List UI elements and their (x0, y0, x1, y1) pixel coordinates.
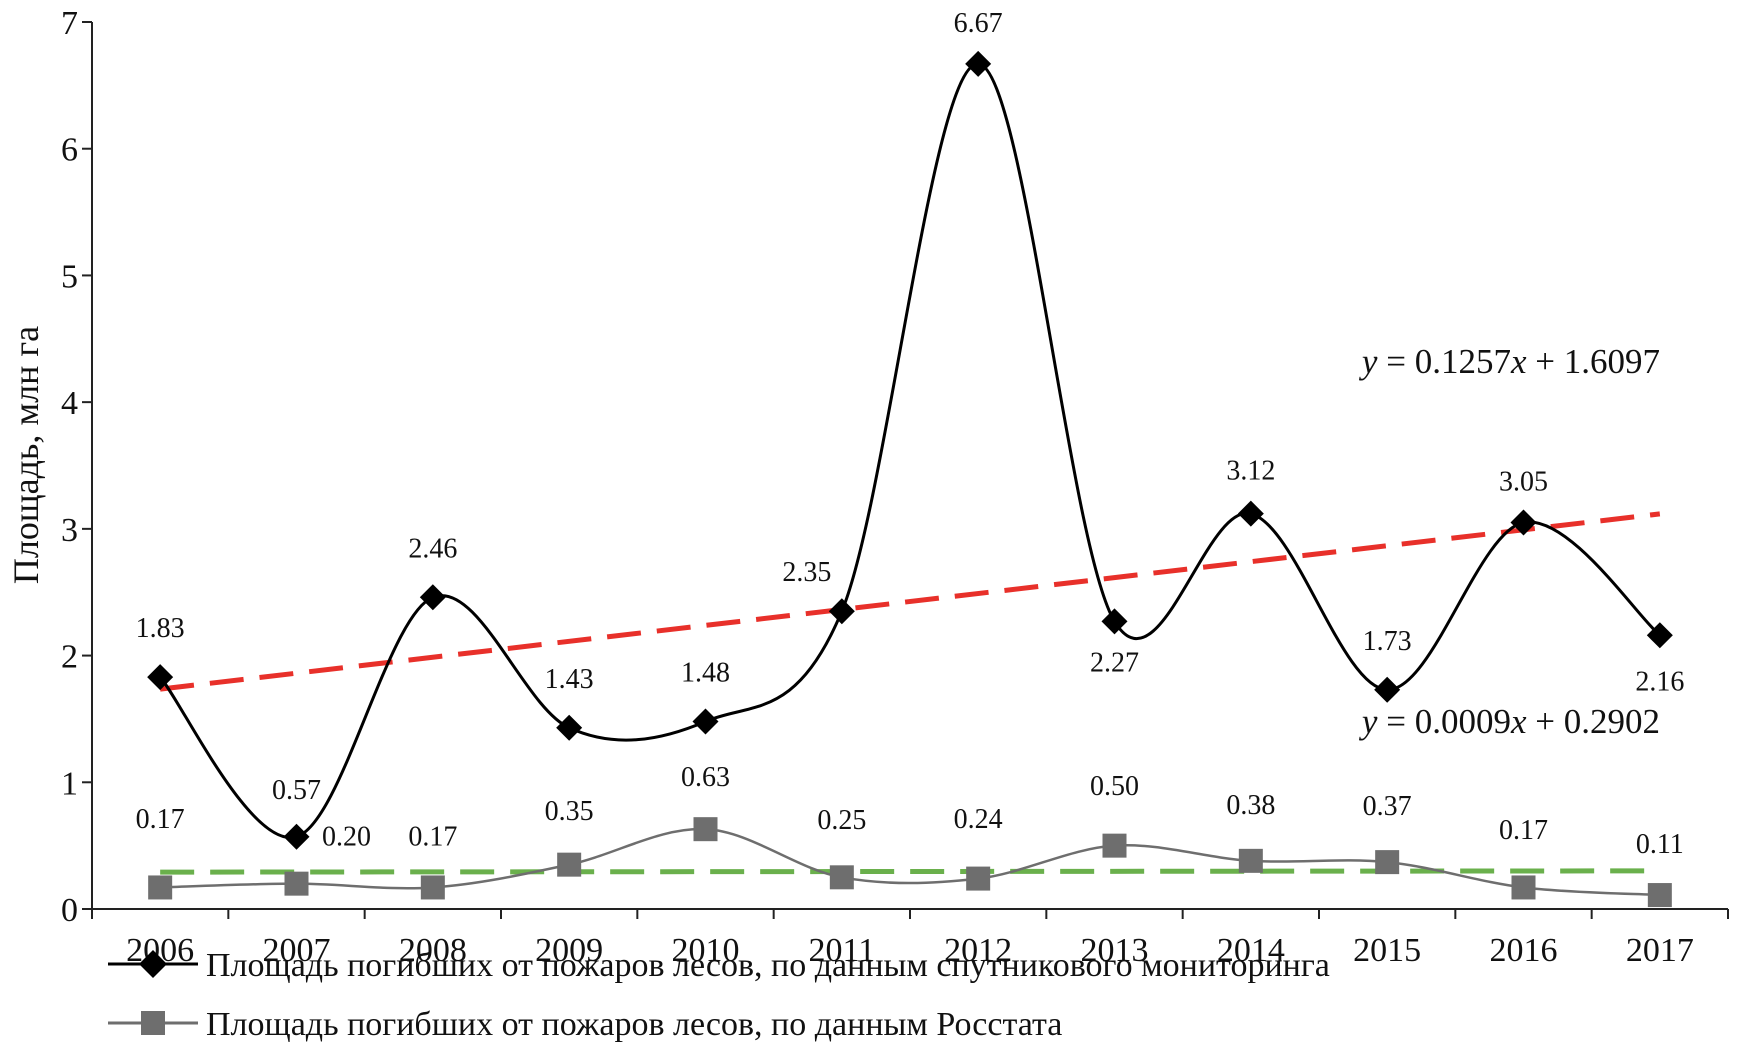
equation-intercept: + 0.2902 (1527, 702, 1661, 741)
series-1-data-label: 1.48 (681, 657, 730, 688)
series-1-data-label: 1.83 (136, 613, 185, 644)
y-tick-label: 7 (61, 5, 78, 42)
series-1-data-label: 1.73 (1363, 626, 1412, 657)
series-2-data-label: 0.37 (1363, 791, 1412, 822)
series-1-data-label: 2.35 (782, 557, 831, 588)
series-2-square-point (284, 871, 309, 896)
series-1-diamond-point (283, 823, 310, 850)
series-2-data-label: 0.24 (954, 804, 1003, 835)
series-1-data-label: 2.16 (1635, 666, 1684, 697)
y-tick-label: 6 (61, 132, 78, 169)
legend-diamond-icon (139, 950, 167, 978)
series-1-diamond-point (419, 584, 446, 611)
series-1-data-label: 0.57 (272, 775, 321, 806)
series-1-diamond-point (1646, 622, 1673, 649)
series-1-diamond-point (1510, 509, 1537, 536)
x-tick-label: 2007 (263, 932, 331, 969)
series-2-square-point (1375, 850, 1400, 875)
equation-slope: = 0.0009 (1377, 702, 1511, 741)
series-2-square-point (1102, 833, 1127, 858)
equation-slope: = 0.1257 (1377, 342, 1511, 381)
legend-label-2: Площадь погибших от пожаров лесов, по да… (206, 1006, 1062, 1043)
series-2-data-label: 0.50 (1090, 771, 1139, 802)
y-tick-label: 3 (61, 512, 78, 549)
series-2-square-point (557, 852, 582, 877)
series-2-square-point (693, 817, 718, 842)
series-2-data-label: 0.25 (817, 805, 866, 836)
series-1-data-label: 3.05 (1499, 467, 1548, 498)
x-tick-label: 2012 (944, 932, 1012, 969)
series-2-square-point (1647, 883, 1672, 908)
x-tick-label: 2008 (399, 932, 467, 969)
series-1-data-label: 6.67 (954, 8, 1003, 39)
series-2-line (160, 827, 1660, 897)
series-2-square-point (966, 866, 991, 891)
series-2-square-point (420, 875, 445, 900)
series-2-data-label: 0.11 (1636, 829, 1684, 860)
y-tick-label: 5 (61, 258, 78, 295)
series-1-diamond-point (1101, 608, 1128, 635)
equation-y-var: y (1359, 342, 1378, 381)
series-1-diamond-point (147, 664, 174, 691)
trendline-2-equation: y = 0.0009x + 0.2902 (1359, 702, 1660, 741)
series-1-diamond-point (556, 714, 583, 741)
y-tick-label: 1 (61, 765, 78, 802)
legend-label-1: Площадь погибших от пожаров лесов, по да… (206, 947, 1330, 984)
series-2-data-label: 0.38 (1226, 790, 1275, 821)
equation-x-var: x (1510, 702, 1527, 741)
series-2-data-label: 0.17 (136, 804, 185, 835)
series-1-diamond-point (1237, 500, 1264, 527)
series-1-diamond-point (828, 598, 855, 625)
series-2-square-point (148, 875, 173, 900)
series-1-data-label: 2.27 (1090, 647, 1139, 678)
y-tick-label: 0 (61, 892, 78, 929)
equation-y-var: y (1359, 702, 1378, 741)
series-1-diamond-point (1374, 676, 1401, 703)
x-tick-label: 2014 (1217, 932, 1285, 969)
x-tick-label: 2010 (672, 932, 740, 969)
x-tick-label: 2016 (1490, 932, 1558, 969)
series-2-data-label: 0.17 (408, 822, 457, 853)
series-2-data-label: 0.63 (681, 762, 730, 793)
series-1-diamond-point (692, 708, 719, 735)
x-tick-label: 2013 (1081, 932, 1149, 969)
series-2-data-label: 0.17 (1499, 815, 1548, 846)
series-2-data-label: 0.20 (322, 822, 371, 853)
x-tick-label: 2011 (808, 932, 875, 969)
trendline-1-equation: y = 0.1257x + 1.6097 (1359, 342, 1660, 381)
legend-square-icon (141, 1011, 165, 1035)
series-2-data-label: 0.35 (545, 796, 594, 827)
equation-intercept: + 1.6097 (1527, 342, 1661, 381)
series-1-data-label: 3.12 (1226, 456, 1275, 487)
series-2-square-point (1511, 875, 1536, 900)
y-tick-label: 4 (61, 385, 78, 422)
y-axis-title: Площадь, млн га (6, 326, 46, 584)
equation-x-var: x (1510, 342, 1527, 381)
series-2-square-point (829, 865, 854, 890)
series-1-data-label: 1.43 (545, 664, 594, 695)
x-tick-label: 2017 (1626, 932, 1694, 969)
series-1-data-label: 2.46 (408, 533, 457, 564)
series-1-diamond-point (965, 50, 992, 77)
series-2-square-point (1238, 848, 1263, 873)
y-tick-label: 2 (61, 639, 78, 676)
trendline-1 (159, 511, 1661, 692)
x-tick-label: 2009 (535, 932, 603, 969)
x-tick-label: 2015 (1353, 932, 1421, 969)
